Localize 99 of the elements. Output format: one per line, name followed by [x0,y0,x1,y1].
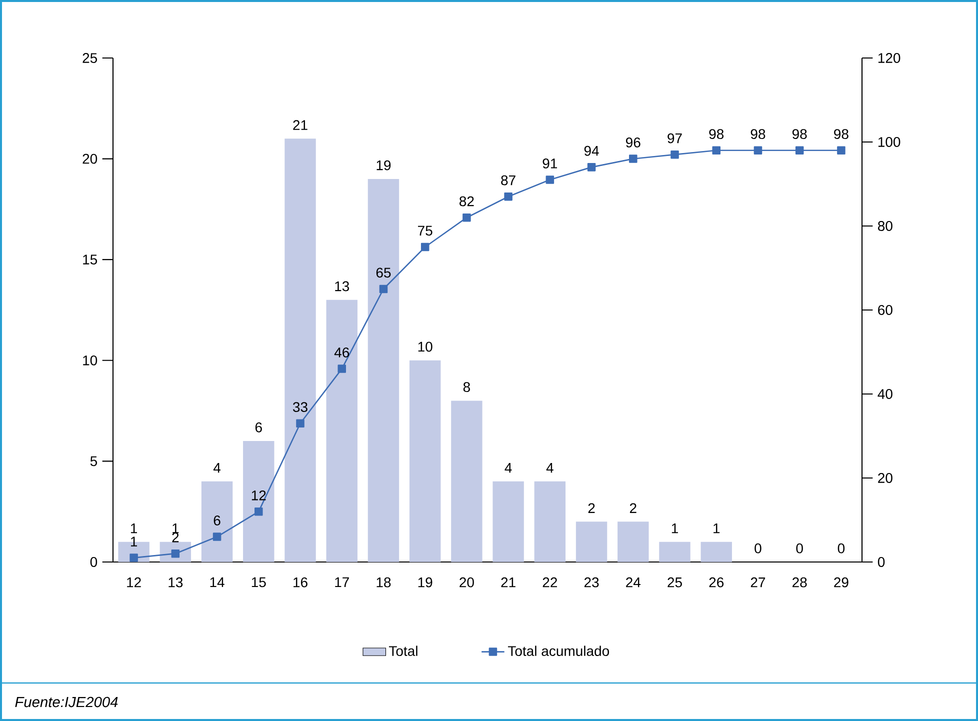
bar [326,300,358,562]
bar [576,522,608,562]
y-tick-label: 15 [83,254,98,264]
y2-tick-label: 40 [878,389,892,399]
x-tick-label: 29 [834,577,848,588]
y2-tick-label: 60 [878,305,892,315]
x-tick-label: 13 [168,577,183,588]
data-label: 98 [792,129,807,140]
data-label: 21 [293,120,308,130]
data-label: 97 [668,133,682,144]
bar [534,481,566,562]
data-label: 96 [626,138,640,148]
x-tick-label: 17 [335,577,349,588]
bar [201,481,233,562]
point [629,154,638,163]
data-label: 98 [834,129,848,140]
point [462,213,471,222]
point [379,284,388,294]
data-label: 98 [709,129,724,140]
bar [409,360,441,562]
point [338,364,346,373]
x-tick-label: 14 [210,577,224,588]
x-tick-label: 16 [294,577,308,588]
y2-tick-label: 120 [878,53,900,63]
data-label: 8 [463,382,470,392]
y-tick-label: 25 [82,53,98,63]
y-tick-label: 10 [83,355,98,366]
x-tick-label: 22 [542,577,557,588]
data-label: 1 [130,536,138,546]
x-tick-label: 21 [501,577,516,588]
data-label: 6 [214,516,220,526]
source-note: Fuente:IJE2004 [15,696,118,708]
x-tick-label: 18 [376,577,391,588]
point [212,532,222,541]
data-label: 0 [754,543,762,554]
point [587,163,596,172]
data-label: 75 [418,226,432,236]
point [670,150,679,159]
data-label: 33 [292,402,308,412]
x-tick-label: 27 [750,577,766,588]
data-label: 0 [796,543,803,554]
data-label: 10 [418,342,432,352]
bar [618,522,649,562]
y-tick-label: 20 [82,154,98,164]
point [254,507,263,516]
data-label: 19 [376,160,391,170]
y-tick-label: 0 [90,557,98,567]
data-label: 2 [588,503,595,513]
data-label: 4 [213,463,220,473]
x-tick-label: 23 [584,577,599,588]
data-label: 13 [335,281,350,292]
data-label: 4 [546,463,554,473]
bar [659,542,690,562]
bar [284,138,316,562]
x-tick-label: 26 [709,577,724,588]
data-label: 2 [630,503,636,513]
data-label: 1 [672,524,678,534]
y2-tick-label: 20 [878,473,892,483]
point [712,146,721,155]
x-tick-label: 25 [668,577,682,588]
data-label: 82 [460,196,474,206]
x-tick-label: 19 [418,577,432,588]
bar [243,441,274,562]
x-tick-label: 20 [460,577,474,588]
y2-tick-label: 0 [878,557,885,567]
x-tick-label: 24 [626,577,640,588]
data-label: 4 [504,463,512,473]
data-label: 1 [130,524,137,534]
data-label: 94 [584,146,599,156]
x-tick-label: 12 [127,577,141,588]
point [420,242,430,252]
point [130,554,138,562]
data-label: 6 [255,422,262,432]
point [754,146,762,155]
data-label: 91 [542,158,558,168]
point [546,176,554,184]
bar [700,542,732,562]
data-label: 87 [501,175,516,186]
data-label: 65 [376,268,391,278]
legend-label: Total acumulado [508,646,610,656]
legend-label: Total [388,646,418,656]
bar [451,400,482,562]
point [795,146,804,155]
bar [492,481,524,562]
data-label: 1 [714,524,720,534]
data-label: 0 [838,543,845,554]
bar [368,178,400,562]
data-label: 12 [252,490,266,500]
point [837,146,846,155]
data-label: 46 [334,348,350,358]
y2-tick-label: 100 [878,137,900,147]
x-tick-label: 15 [252,577,266,588]
point [296,419,304,428]
y2-tick-label: 80 [878,221,892,231]
x-tick-label: 28 [792,577,807,588]
data-label: 98 [750,129,766,140]
y-tick-label: 5 [90,456,98,466]
data-label: 1 [172,524,179,534]
point [504,192,512,201]
